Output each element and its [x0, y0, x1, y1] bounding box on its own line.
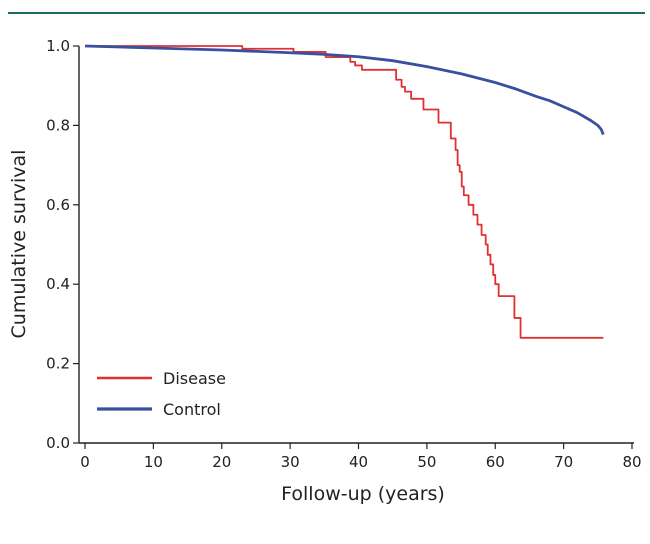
x-tick-label: 10 — [144, 453, 163, 471]
axes: 0 10 20 30 40 50 60 70 80 0.0 0.2 0.4 0.6 0.8 1.0 — [46, 37, 641, 471]
y-tick-label: 0.0 — [46, 434, 70, 452]
x-tick-label: 30 — [281, 453, 300, 471]
x-tick-label: 40 — [349, 453, 368, 471]
series-layer — [84, 44, 605, 339]
x-tick-label: 80 — [622, 453, 641, 471]
series-line-disease — [85, 45, 604, 339]
x-tick-label: 50 — [417, 453, 436, 471]
y-tick-label: 0.6 — [46, 196, 70, 214]
y-tick-label: 0.2 — [46, 355, 70, 373]
series-line-control — [84, 44, 605, 136]
x-tick-label: 60 — [486, 453, 505, 471]
legend: Disease Control — [97, 369, 226, 419]
x-tick-label: 70 — [554, 453, 573, 471]
y-tick-label: 1.0 — [46, 37, 70, 55]
y-axis-title: Cumulative survival — [8, 150, 30, 339]
x-tick-label: 20 — [212, 453, 231, 471]
legend-label-disease: Disease — [163, 369, 226, 388]
y-tick-label: 0.4 — [46, 275, 70, 293]
y-tick-label: 0.8 — [46, 116, 70, 134]
x-axis-title: Follow-up (years) — [281, 483, 445, 505]
x-tick-label: 0 — [80, 453, 90, 471]
legend-label-control: Control — [163, 400, 221, 419]
